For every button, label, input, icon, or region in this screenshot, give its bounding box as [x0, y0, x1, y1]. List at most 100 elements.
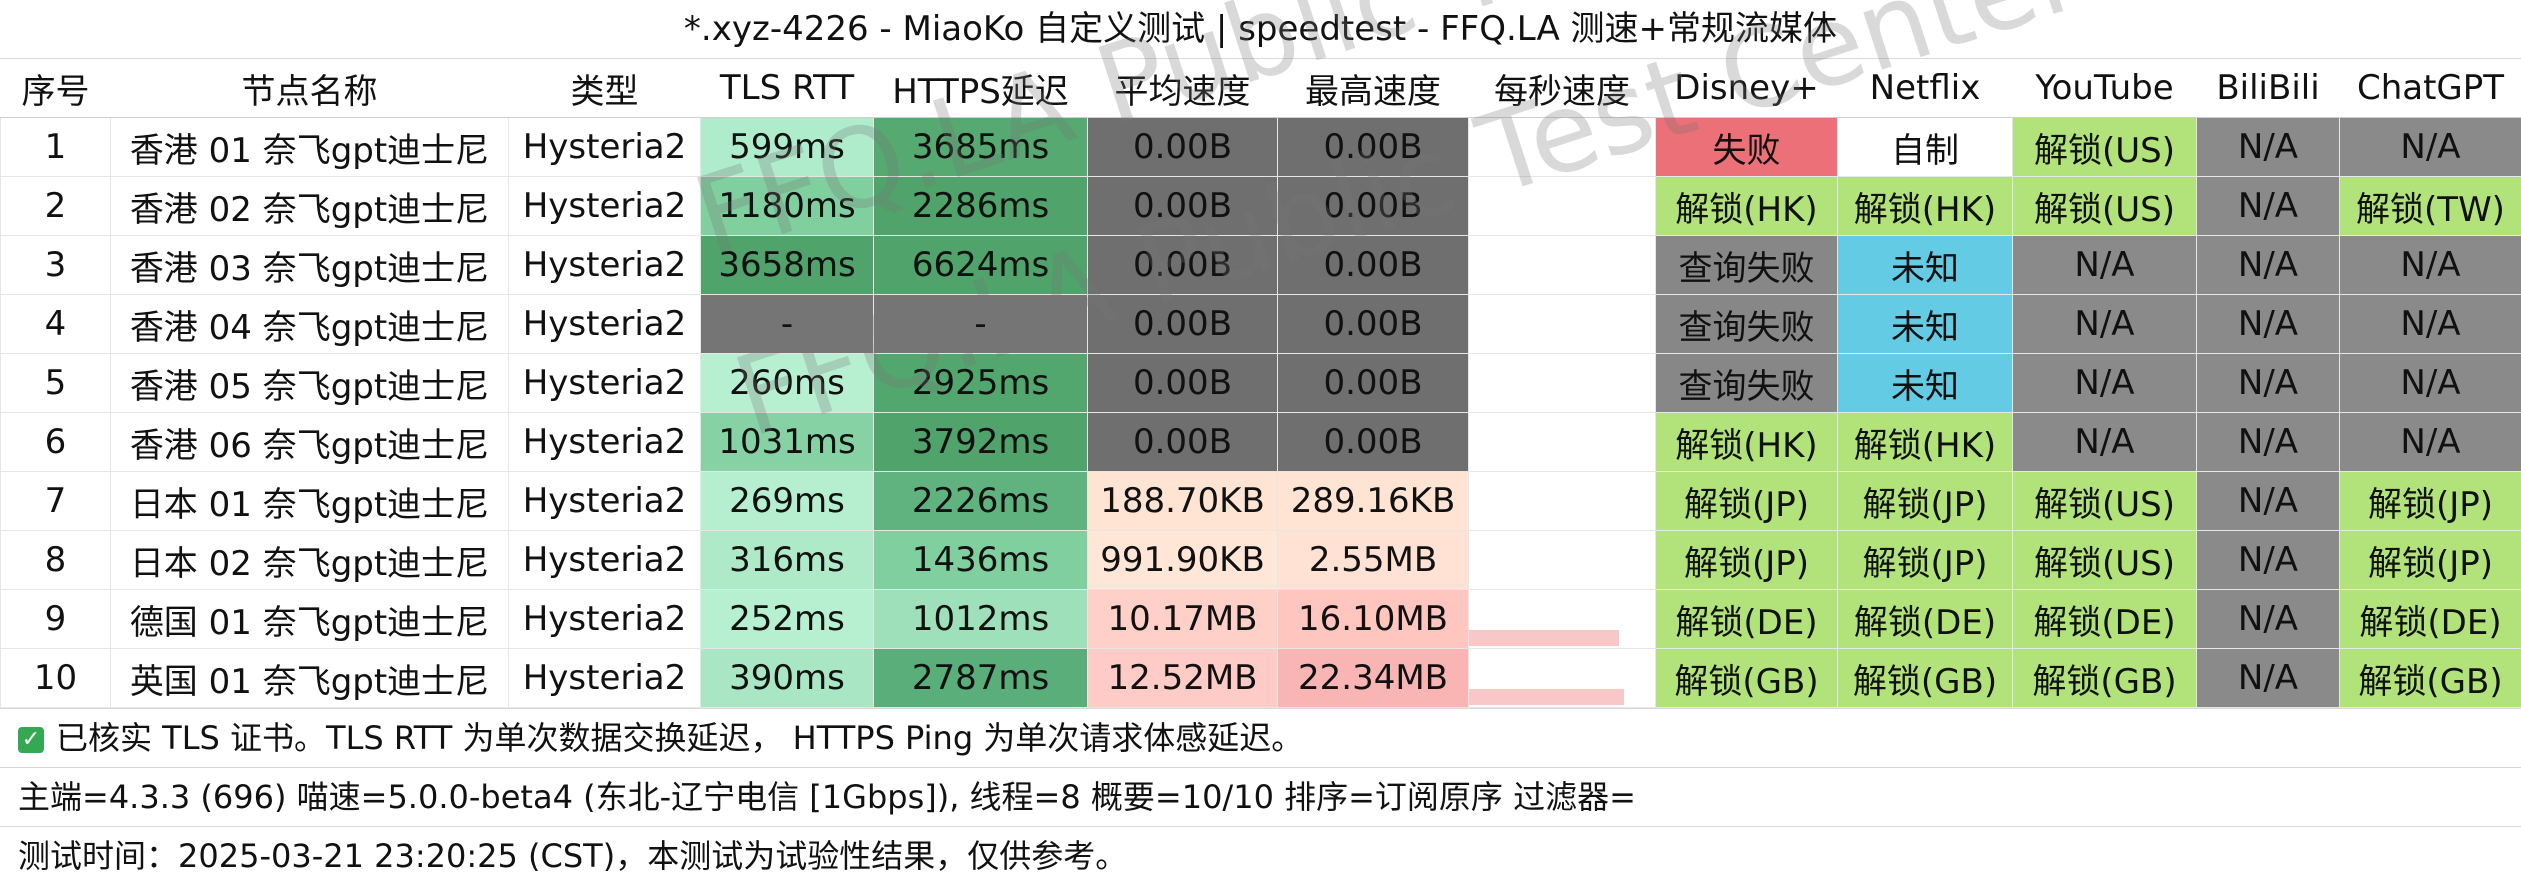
max-speed: 0.00B — [1278, 354, 1469, 413]
test-time: 测试时间：2025-03-21 23:20:25 (CST)，本测试为试验性结果… — [0, 826, 2521, 885]
chatgpt-status: 解锁(JP) — [2340, 531, 2521, 590]
youtube-status: 解锁(US) — [2013, 531, 2197, 590]
https-latency: 3792ms — [874, 413, 1088, 472]
table-row[interactable]: 1 香港 01 奈飞gpt迪士尼 Hysteria2 599ms 3685ms … — [1, 118, 2521, 177]
bilibili-status: N/A — [2197, 236, 2340, 295]
table-row[interactable]: 8 日本 02 奈飞gpt迪士尼 Hysteria2 316ms 1436ms … — [1, 531, 2521, 590]
col-avg-speed[interactable]: 平均速度 — [1088, 59, 1278, 118]
netflix-status: 未知 — [1838, 295, 2013, 354]
netflix-status: 解锁(GB) — [1838, 649, 2013, 708]
col-youtube[interactable]: YouTube — [2013, 59, 2197, 118]
table-row[interactable]: 4 香港 04 奈飞gpt迪士尼 Hysteria2 - - 0.00B 0.0… — [1, 295, 2521, 354]
chatgpt-status: N/A — [2340, 236, 2521, 295]
tls-rtt: 3658ms — [701, 236, 874, 295]
avg-speed: 0.00B — [1088, 354, 1278, 413]
chatgpt-status: 解锁(TW) — [2340, 177, 2521, 236]
per-second-speed-chart — [1469, 177, 1656, 236]
per-second-speed-chart — [1469, 354, 1656, 413]
https-latency: 2286ms — [874, 177, 1088, 236]
row-index: 4 — [1, 295, 111, 354]
speed-bar — [1469, 689, 1624, 705]
netflix-status: 解锁(DE) — [1838, 590, 2013, 649]
results-table: 序号 节点名称 类型 TLS RTT HTTPS延迟 平均速度 最高速度 每秒速… — [0, 59, 2521, 708]
row-index: 10 — [1, 649, 111, 708]
netflix-status: 自制 — [1838, 118, 2013, 177]
node-type: Hysteria2 — [509, 590, 701, 649]
avg-speed: 0.00B — [1088, 236, 1278, 295]
chatgpt-status: N/A — [2340, 118, 2521, 177]
chatgpt-status: 解锁(JP) — [2340, 472, 2521, 531]
table-row[interactable]: 7 日本 01 奈飞gpt迪士尼 Hysteria2 269ms 2226ms … — [1, 472, 2521, 531]
avg-speed: 0.00B — [1088, 118, 1278, 177]
max-speed: 0.00B — [1278, 177, 1469, 236]
table-row[interactable]: 5 香港 05 奈飞gpt迪士尼 Hysteria2 260ms 2925ms … — [1, 354, 2521, 413]
https-latency: - — [874, 295, 1088, 354]
https-latency: 2925ms — [874, 354, 1088, 413]
chatgpt-status: 解锁(GB) — [2340, 649, 2521, 708]
node-type: Hysteria2 — [509, 413, 701, 472]
node-name: 香港 01 奈飞gpt迪士尼 — [111, 118, 509, 177]
per-second-speed-chart — [1469, 118, 1656, 177]
col-disney[interactable]: Disney+ — [1656, 59, 1838, 118]
col-bilibili[interactable]: BiliBili — [2197, 59, 2340, 118]
disney-status: 解锁(JP) — [1656, 472, 1838, 531]
col-type[interactable]: 类型 — [509, 59, 701, 118]
disney-status: 解锁(HK) — [1656, 177, 1838, 236]
https-latency: 6624ms — [874, 236, 1088, 295]
table-row[interactable]: 10 英国 01 奈飞gpt迪士尼 Hysteria2 390ms 2787ms… — [1, 649, 2521, 708]
disney-status: 失败 — [1656, 118, 1838, 177]
tls-rtt: 316ms — [701, 531, 874, 590]
per-second-speed-chart — [1469, 649, 1656, 708]
avg-speed: 10.17MB — [1088, 590, 1278, 649]
node-name: 香港 05 奈飞gpt迪士尼 — [111, 354, 509, 413]
node-name: 日本 01 奈飞gpt迪士尼 — [111, 472, 509, 531]
avg-speed: 0.00B — [1088, 413, 1278, 472]
row-index: 5 — [1, 354, 111, 413]
system-info: 主端=4.3.3 (696) 喵速=5.0.0-beta4 (东北-辽宁电信 [… — [0, 767, 2521, 826]
max-speed: 0.00B — [1278, 236, 1469, 295]
col-per-second-speed[interactable]: 每秒速度 — [1469, 59, 1656, 118]
tls-rtt: 260ms — [701, 354, 874, 413]
col-netflix[interactable]: Netflix — [1838, 59, 2013, 118]
col-tls-rtt[interactable]: TLS RTT — [701, 59, 874, 118]
table-row[interactable]: 3 香港 03 奈飞gpt迪士尼 Hysteria2 3658ms 6624ms… — [1, 236, 2521, 295]
tls-rtt: 1031ms — [701, 413, 874, 472]
col-index[interactable]: 序号 — [1, 59, 111, 118]
node-type: Hysteria2 — [509, 354, 701, 413]
row-index: 9 — [1, 590, 111, 649]
table-row[interactable]: 2 香港 02 奈飞gpt迪士尼 Hysteria2 1180ms 2286ms… — [1, 177, 2521, 236]
tls-rtt: - — [701, 295, 874, 354]
disney-status: 解锁(DE) — [1656, 590, 1838, 649]
max-speed: 0.00B — [1278, 413, 1469, 472]
tls-rtt: 252ms — [701, 590, 874, 649]
youtube-status: N/A — [2013, 413, 2197, 472]
youtube-status: 解锁(US) — [2013, 118, 2197, 177]
node-type: Hysteria2 — [509, 472, 701, 531]
max-speed: 0.00B — [1278, 118, 1469, 177]
tls-note: ✓已核实 TLS 证书。TLS RTT 为单次数据交换延迟， HTTPS Pin… — [0, 708, 2521, 767]
checkmark-icon: ✓ — [18, 727, 44, 753]
node-name: 英国 01 奈飞gpt迪士尼 — [111, 649, 509, 708]
header-row: 序号 节点名称 类型 TLS RTT HTTPS延迟 平均速度 最高速度 每秒速… — [1, 59, 2521, 118]
disney-status: 解锁(GB) — [1656, 649, 1838, 708]
tls-rtt: 599ms — [701, 118, 874, 177]
window-title: *.xyz-4226 - MiaoKo 自定义测试 | speedtest - … — [0, 0, 2521, 59]
table-row[interactable]: 6 香港 06 奈飞gpt迪士尼 Hysteria2 1031ms 3792ms… — [1, 413, 2521, 472]
col-max-speed[interactable]: 最高速度 — [1278, 59, 1469, 118]
col-node-name[interactable]: 节点名称 — [111, 59, 509, 118]
node-type: Hysteria2 — [509, 531, 701, 590]
max-speed: 0.00B — [1278, 295, 1469, 354]
per-second-speed-chart — [1469, 413, 1656, 472]
https-latency: 2226ms — [874, 472, 1088, 531]
table-row[interactable]: 9 德国 01 奈飞gpt迪士尼 Hysteria2 252ms 1012ms … — [1, 590, 2521, 649]
col-chatgpt[interactable]: ChatGPT — [2340, 59, 2521, 118]
disney-status: 查询失败 — [1656, 236, 1838, 295]
max-speed: 22.34MB — [1278, 649, 1469, 708]
per-second-speed-chart — [1469, 295, 1656, 354]
tls-rtt: 390ms — [701, 649, 874, 708]
col-https-latency[interactable]: HTTPS延迟 — [874, 59, 1088, 118]
bilibili-status: N/A — [2197, 413, 2340, 472]
disney-status: 解锁(HK) — [1656, 413, 1838, 472]
avg-speed: 0.00B — [1088, 295, 1278, 354]
chatgpt-status: N/A — [2340, 413, 2521, 472]
